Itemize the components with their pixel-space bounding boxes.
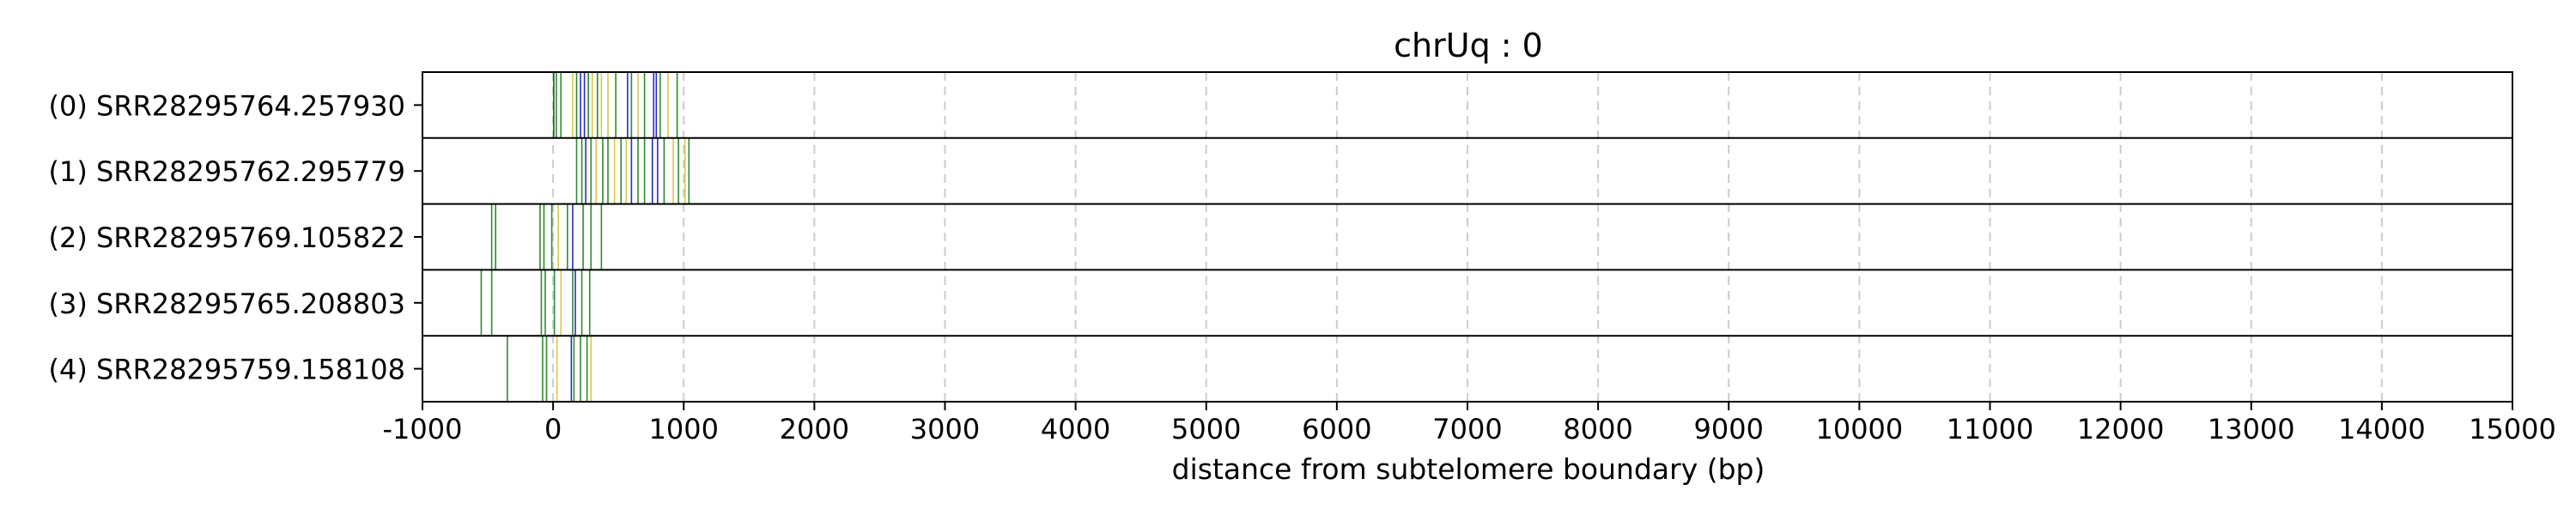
row-label: (2) SRR28295769.105822 bbox=[49, 221, 405, 254]
x-tick-label: 11000 bbox=[1947, 413, 2034, 445]
x-tick-label: 0 bbox=[544, 413, 562, 445]
x-tick-label: 10000 bbox=[1815, 413, 1903, 445]
x-tick-label: 4000 bbox=[1041, 413, 1110, 445]
row-label: (4) SRR28295759.158108 bbox=[49, 354, 405, 386]
x-tick-label: 3000 bbox=[910, 413, 980, 445]
x-axis-ticks: -1000 0 1000 2000 3000 4000 5000 6000 7000 8000 90… bbox=[383, 402, 2556, 445]
x-tick-label: 9000 bbox=[1694, 413, 1764, 445]
row-label: (0) SRR28295764.257930 bbox=[49, 89, 405, 122]
x-tick-label: 2000 bbox=[780, 413, 849, 445]
chart-title: chrUq : 0 bbox=[1394, 27, 1543, 64]
marks-layer bbox=[480, 72, 690, 402]
grid-layer bbox=[552, 72, 2383, 402]
x-tick-label: 7000 bbox=[1432, 413, 1502, 445]
row-label: (1) SRR28295762.295779 bbox=[49, 155, 405, 188]
x-axis-label: distance from subtelomere boundary (bp) bbox=[1172, 452, 1765, 486]
x-tick-label: 6000 bbox=[1302, 413, 1371, 445]
x-tick-label: -1000 bbox=[383, 413, 463, 445]
row-label: (3) SRR28295765.208803 bbox=[49, 288, 405, 320]
x-tick-label: 14000 bbox=[2338, 413, 2426, 445]
x-tick-label: 8000 bbox=[1563, 413, 1632, 445]
x-tick-label: 12000 bbox=[2077, 413, 2165, 445]
row-labels: (0) SRR28295764.257930 (1) SRR28295762.29… bbox=[49, 89, 422, 386]
x-tick-label: 1000 bbox=[649, 413, 719, 445]
x-tick-label: 5000 bbox=[1171, 413, 1241, 445]
x-tick-label: 15000 bbox=[2469, 413, 2556, 445]
x-tick-label: 13000 bbox=[2208, 413, 2295, 445]
